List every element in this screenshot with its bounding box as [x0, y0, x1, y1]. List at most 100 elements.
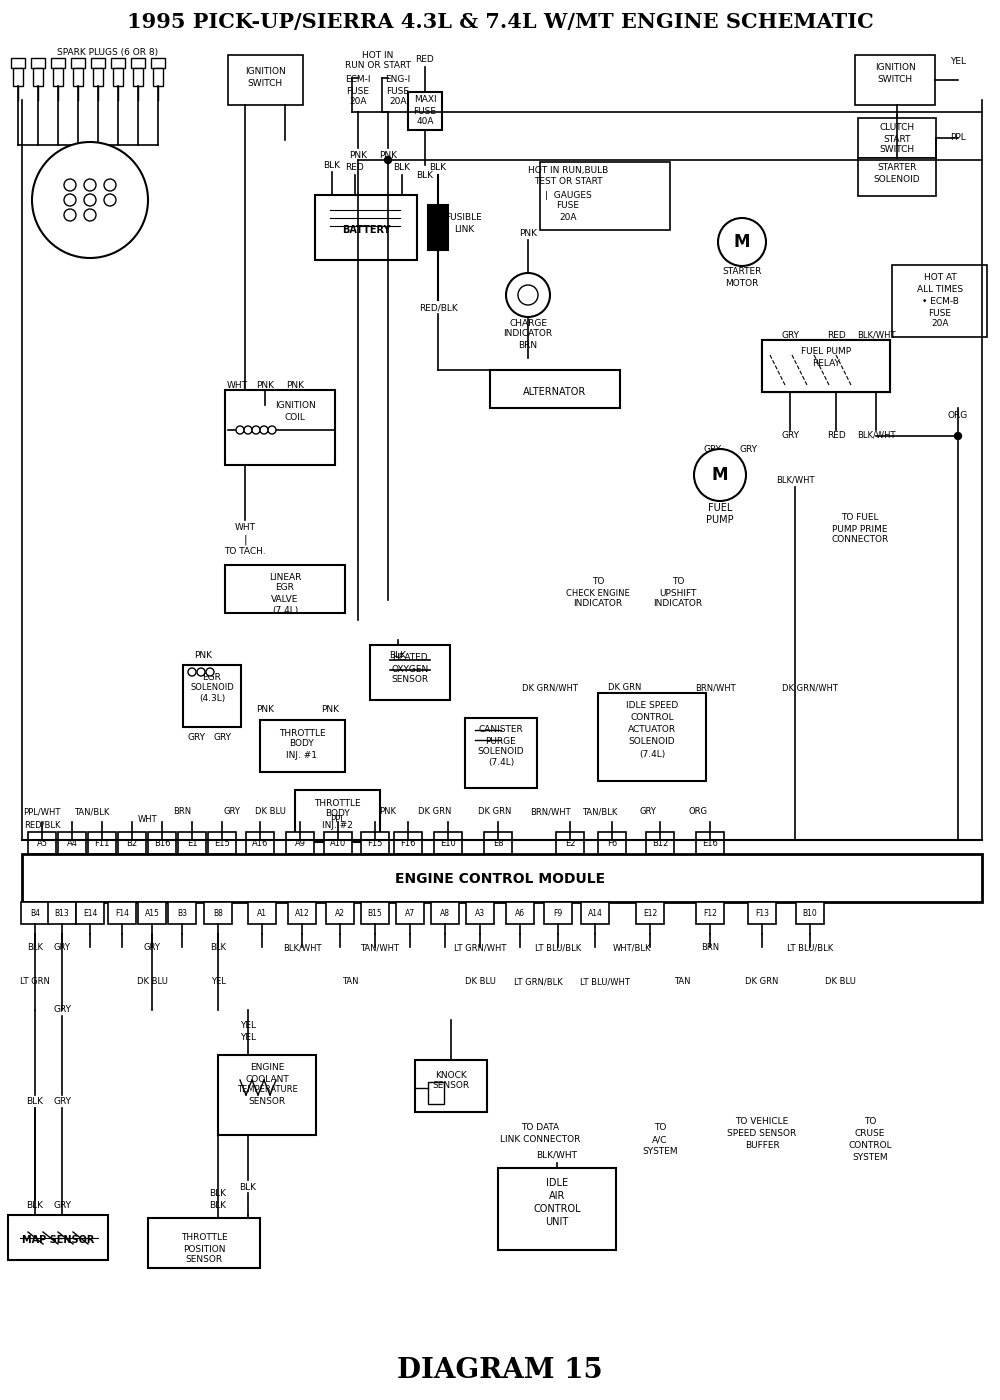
- Bar: [33, 69, 43, 85]
- Text: DK BLU: DK BLU: [137, 977, 167, 987]
- Text: F15: F15: [367, 839, 383, 847]
- Circle shape: [104, 179, 116, 190]
- Text: GRY: GRY: [739, 445, 757, 455]
- Text: A2: A2: [335, 909, 345, 917]
- Text: BRN: BRN: [518, 342, 538, 350]
- Text: OXYGEN: OXYGEN: [391, 665, 429, 673]
- Text: TO TACH.: TO TACH.: [224, 547, 266, 556]
- Text: FUEL PUMP: FUEL PUMP: [801, 347, 851, 357]
- Bar: [58, 832, 86, 854]
- Circle shape: [954, 433, 962, 440]
- Text: BATTERY: BATTERY: [342, 225, 390, 235]
- Text: TO FUEL: TO FUEL: [841, 514, 879, 522]
- Text: BLK/WHT: BLK/WHT: [857, 431, 895, 440]
- Text: RUN OR START: RUN OR START: [345, 62, 411, 70]
- Bar: [295, 790, 380, 841]
- Bar: [370, 645, 450, 700]
- Bar: [490, 370, 620, 407]
- Text: LT BLU/WHT: LT BLU/WHT: [580, 977, 630, 987]
- Text: A7: A7: [405, 909, 415, 917]
- Text: PNK: PNK: [519, 228, 537, 238]
- Bar: [183, 665, 241, 727]
- Bar: [315, 195, 417, 260]
- Text: A16: A16: [252, 839, 268, 847]
- Text: BRN: BRN: [701, 944, 719, 952]
- Bar: [260, 720, 345, 771]
- Text: HOT IN RUN,BULB: HOT IN RUN,BULB: [528, 165, 608, 175]
- Text: B15: B15: [368, 909, 382, 917]
- Text: START: START: [883, 134, 911, 144]
- Circle shape: [206, 668, 214, 676]
- Circle shape: [188, 668, 196, 676]
- Text: 1995 PICK-UP/SIERRA 4.3L & 7.4L W/MT ENGINE SCHEMATIC: 1995 PICK-UP/SIERRA 4.3L & 7.4L W/MT ENG…: [127, 13, 873, 32]
- Text: (7.4L): (7.4L): [488, 759, 514, 767]
- Text: PNK: PNK: [194, 651, 212, 659]
- Bar: [428, 204, 448, 251]
- Bar: [91, 57, 105, 69]
- Text: ECM-I: ECM-I: [345, 76, 371, 84]
- Circle shape: [236, 426, 244, 434]
- Text: 40A: 40A: [416, 118, 434, 126]
- Bar: [148, 832, 176, 854]
- Text: DK BLU: DK BLU: [465, 977, 495, 987]
- Text: BLK: BLK: [26, 1098, 44, 1106]
- Text: TAN/WHT: TAN/WHT: [360, 944, 400, 952]
- Text: FUSE: FUSE: [347, 87, 370, 95]
- Text: PNK: PNK: [380, 808, 396, 816]
- Text: M: M: [712, 466, 728, 484]
- Text: GRY: GRY: [53, 1005, 71, 1015]
- Bar: [646, 832, 674, 854]
- Text: THROTTLE: THROTTLE: [279, 728, 325, 738]
- Bar: [361, 902, 389, 924]
- Text: BLK: BLK: [390, 651, 406, 659]
- Circle shape: [252, 426, 260, 434]
- Text: TO: TO: [672, 577, 684, 587]
- Circle shape: [64, 209, 76, 221]
- Text: CANISTER: CANISTER: [479, 725, 523, 735]
- Circle shape: [84, 179, 96, 190]
- Text: RED/BLK: RED/BLK: [24, 820, 60, 829]
- Bar: [178, 832, 206, 854]
- Bar: [118, 832, 146, 854]
- Bar: [892, 265, 987, 337]
- Text: E14: E14: [83, 909, 97, 917]
- Text: TO: TO: [654, 1123, 666, 1133]
- Text: BLK/WHT: BLK/WHT: [776, 476, 814, 484]
- Text: THROTTLE: THROTTLE: [314, 798, 360, 808]
- Bar: [48, 902, 76, 924]
- Text: ALTERNATOR: ALTERNATOR: [523, 386, 587, 398]
- Text: HEATED: HEATED: [392, 654, 428, 662]
- Text: ORG: ORG: [688, 808, 708, 816]
- Text: IGNITION: IGNITION: [875, 63, 915, 73]
- Bar: [108, 902, 136, 924]
- Text: |: |: [243, 535, 247, 545]
- Text: |  GAUGES: | GAUGES: [545, 190, 591, 199]
- Text: TAN: TAN: [342, 977, 358, 987]
- Text: INJ. #2: INJ. #2: [322, 820, 352, 829]
- Text: STARTER: STARTER: [877, 164, 917, 172]
- Text: YEL: YEL: [240, 1022, 256, 1030]
- Text: RED: RED: [346, 164, 364, 172]
- Text: ENGINE CONTROL MODULE: ENGINE CONTROL MODULE: [395, 872, 605, 886]
- Text: SYSTEM: SYSTEM: [642, 1147, 678, 1155]
- Bar: [748, 902, 776, 924]
- Text: PURGE: PURGE: [486, 736, 516, 745]
- Bar: [762, 340, 890, 392]
- Text: B10: B10: [803, 909, 817, 917]
- Text: SWITCH: SWITCH: [247, 78, 283, 87]
- Bar: [581, 902, 609, 924]
- Text: COOLANT: COOLANT: [245, 1075, 289, 1084]
- Bar: [208, 832, 236, 854]
- Text: BLK: BLK: [324, 161, 340, 169]
- Text: ENGINE: ENGINE: [250, 1064, 284, 1072]
- Text: SWITCH: SWITCH: [877, 76, 913, 84]
- Text: TAN/BLK: TAN/BLK: [582, 808, 618, 816]
- Text: UNIT: UNIT: [545, 1217, 569, 1226]
- Text: (4.3L): (4.3L): [199, 694, 225, 703]
- Text: GRY: GRY: [53, 1201, 71, 1210]
- Text: E2: E2: [565, 839, 575, 847]
- Bar: [22, 854, 982, 902]
- Text: PNK: PNK: [349, 151, 367, 160]
- Text: SENSOR: SENSOR: [391, 676, 429, 685]
- Text: BRN/WHT: BRN/WHT: [530, 808, 570, 816]
